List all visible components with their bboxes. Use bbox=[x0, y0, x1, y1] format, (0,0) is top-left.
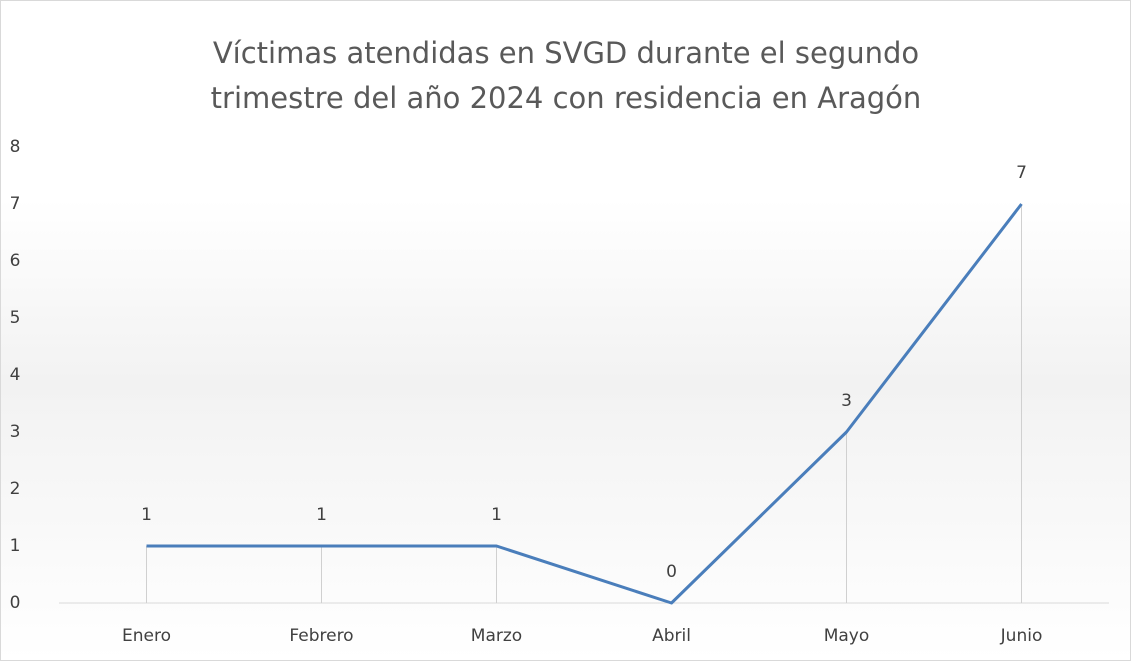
data-label: 1 bbox=[141, 505, 152, 525]
data-label: 0 bbox=[666, 562, 677, 582]
y-tick-label: 5 bbox=[10, 308, 21, 328]
data-label: 1 bbox=[491, 505, 502, 525]
data-label: 1 bbox=[316, 505, 327, 525]
x-tick-label: Enero bbox=[122, 626, 171, 646]
y-tick-label: 0 bbox=[10, 593, 21, 613]
y-tick-label: 8 bbox=[10, 137, 21, 157]
data-label: 3 bbox=[841, 391, 852, 411]
x-tick-label: Febrero bbox=[289, 626, 353, 646]
x-tick-label: Junio bbox=[1000, 626, 1043, 646]
y-tick-label: 1 bbox=[10, 536, 21, 556]
y-tick-label: 3 bbox=[10, 422, 21, 442]
x-tick-label: Abril bbox=[652, 626, 691, 646]
x-tick-label: Marzo bbox=[471, 626, 522, 646]
x-tick-label: Mayo bbox=[824, 626, 870, 646]
y-tick-label: 4 bbox=[10, 365, 21, 385]
y-tick-label: 6 bbox=[10, 251, 21, 271]
data-label: 7 bbox=[1016, 163, 1027, 183]
y-tick-label: 2 bbox=[10, 479, 21, 499]
line-series bbox=[146, 203, 1023, 605]
chart-title: Víctimas atendidas en SVGD durante el se… bbox=[210, 36, 922, 115]
y-tick-label: 7 bbox=[10, 194, 21, 214]
